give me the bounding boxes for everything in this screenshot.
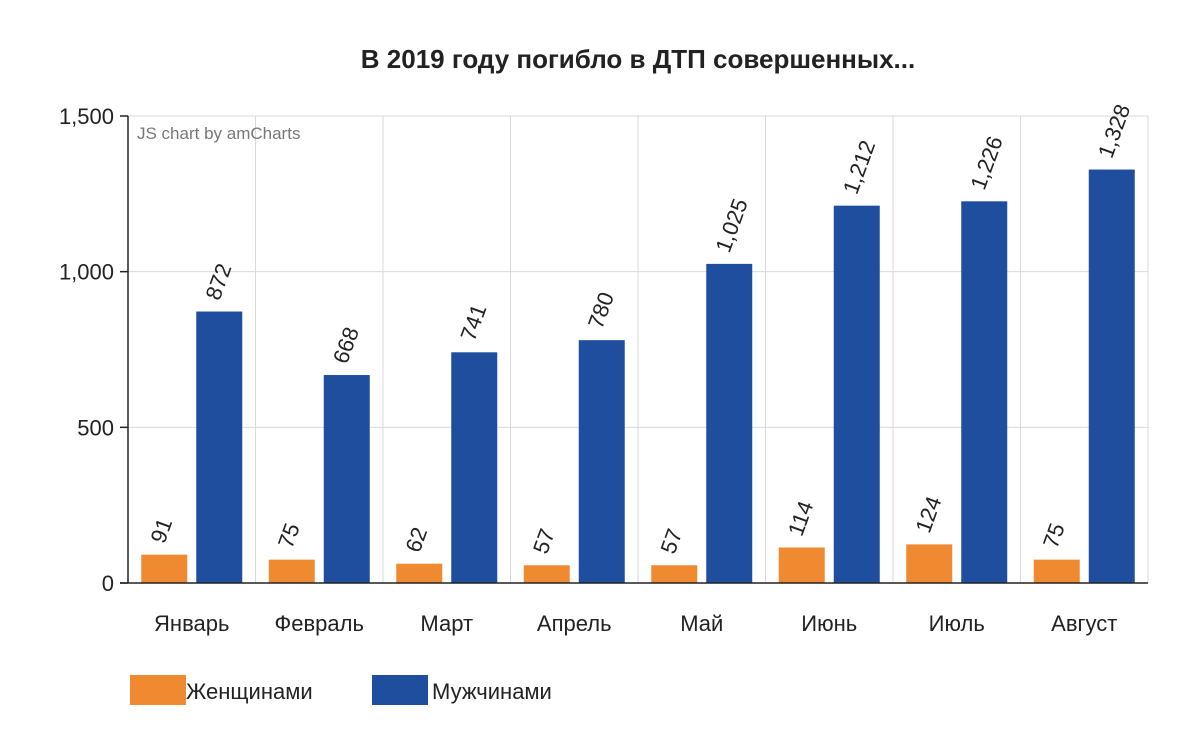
bar-men[interactable]	[196, 311, 243, 583]
bar-women[interactable]	[1033, 559, 1080, 583]
data-label: 75	[1038, 520, 1070, 552]
data-label: 57	[528, 525, 560, 557]
bar-women[interactable]	[778, 547, 825, 583]
data-label: 780	[583, 289, 619, 332]
y-tick-label: 0	[102, 571, 114, 596]
bar-women[interactable]	[906, 544, 953, 583]
legend-swatch[interactable]	[372, 675, 428, 705]
x-tick-label: Май	[680, 611, 723, 636]
data-label: 75	[273, 520, 305, 552]
bar-men[interactable]	[323, 375, 370, 583]
bar-women[interactable]	[141, 554, 188, 583]
x-tick-label: Июль	[929, 611, 985, 636]
x-tick-label: Июнь	[801, 611, 857, 636]
bar-men[interactable]	[833, 205, 880, 583]
x-tick-label: Август	[1051, 611, 1117, 636]
legend-swatch[interactable]	[130, 675, 186, 705]
bar-women[interactable]	[651, 565, 698, 583]
y-tick-label: 1,500	[59, 104, 114, 129]
data-label: 872	[200, 260, 236, 303]
data-label: 1,025	[710, 195, 752, 255]
data-label: 114	[783, 498, 818, 540]
y-tick-label: 500	[77, 415, 114, 440]
x-tick-label: Февраль	[275, 611, 364, 636]
data-label: 668	[328, 324, 364, 367]
bar-men[interactable]	[706, 263, 753, 583]
chart-credit[interactable]: JS chart by amCharts	[137, 124, 300, 143]
x-tick-label: Март	[420, 611, 473, 636]
data-label: 741	[455, 301, 491, 344]
x-tick-label: Апрель	[537, 611, 612, 636]
data-label: 124	[910, 493, 946, 536]
x-tick-label: Январь	[154, 611, 229, 636]
y-tick-label: 1,000	[59, 260, 114, 285]
bar-men[interactable]	[961, 201, 1008, 583]
legend-label[interactable]: Мужчинами	[432, 679, 552, 704]
data-label: 62	[400, 524, 432, 556]
bars-layer	[141, 169, 1135, 584]
bar-women[interactable]	[268, 559, 315, 583]
data-label: 1,212	[838, 137, 880, 197]
chart-title: В 2019 году погибло в ДТП совершенных...	[361, 44, 915, 74]
bar-men[interactable]	[1088, 169, 1135, 584]
data-label: 1,226	[965, 133, 1007, 193]
data-label: 91	[145, 515, 177, 547]
bar-women[interactable]	[523, 565, 570, 583]
legend: Женщинами Мужчинами	[130, 675, 552, 705]
axis-layer: 0 500 1,000 1,500 Январь Февраль Март Апрель Май…	[59, 104, 1148, 636]
data-label: 57	[655, 525, 687, 557]
bar-women[interactable]	[396, 563, 443, 583]
bar-men[interactable]	[451, 352, 498, 583]
bar-men[interactable]	[578, 340, 625, 583]
data-label: 1,328	[1093, 101, 1135, 161]
legend-label[interactable]: Женщинами	[186, 679, 313, 704]
